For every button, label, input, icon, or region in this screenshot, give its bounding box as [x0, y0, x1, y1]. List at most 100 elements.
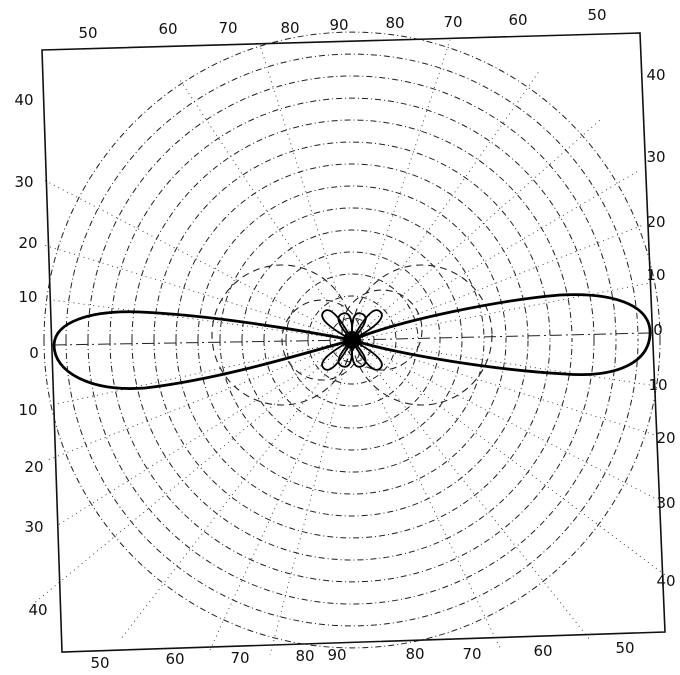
upper-arc — [109, 97, 595, 341]
bottom-scale: 50 60 70 80 90 80 70 60 50 — [90, 639, 634, 672]
aux-circle-inner-left — [281, 299, 363, 381]
side-lobe — [337, 337, 354, 368]
upper-arc — [65, 53, 639, 341]
lower-arc — [43, 339, 661, 649]
upper-arc — [241, 229, 463, 341]
scale-label: 40 — [28, 601, 47, 619]
radial-line — [269, 339, 353, 656]
scale-label: 30 — [656, 494, 675, 512]
scale-label: 90 — [329, 16, 348, 34]
side-lobe — [321, 337, 355, 371]
upper-arc — [43, 31, 661, 341]
scale-label: 20 — [656, 429, 675, 447]
radial-line — [351, 339, 656, 436]
upper-arc — [285, 273, 419, 341]
scale-label: 0 — [29, 344, 39, 362]
side-lobe — [337, 312, 354, 343]
radial-grid — [31, 39, 666, 656]
left-scale: 40 30 20 10 0 10 20 30 40 — [14, 91, 47, 619]
frame-border — [41, 32, 666, 653]
upper-arc — [263, 251, 441, 341]
right-scale: 40 30 20 10 0 10 20 30 40 — [646, 66, 675, 590]
radial-line — [51, 299, 353, 341]
lower-arc — [285, 339, 419, 407]
top-scale: 50 60 70 80 90 80 70 60 50 — [78, 6, 606, 42]
scale-label: 40 — [14, 91, 33, 109]
scale-label: 80 — [405, 645, 424, 663]
scale-label: 70 — [218, 19, 237, 37]
scale-label: 70 — [443, 13, 462, 31]
scale-label: 80 — [280, 19, 299, 37]
radial-line — [351, 332, 651, 341]
scale-label: 50 — [78, 24, 97, 42]
radial-line — [351, 169, 641, 341]
scale-label: 10 — [648, 376, 667, 394]
radial-line — [351, 339, 659, 501]
radial-line — [259, 44, 353, 341]
upper-arc — [131, 119, 573, 341]
scale-label: 50 — [587, 6, 606, 24]
lower-arc — [241, 339, 463, 451]
scale-label: 70 — [462, 645, 481, 663]
upper-arc — [87, 75, 617, 341]
scale-label: 10 — [18, 288, 37, 306]
arc-grid — [43, 31, 661, 649]
side-lobe — [349, 337, 383, 371]
scale-label: 80 — [385, 14, 404, 32]
upper-arc — [219, 207, 485, 341]
radial-line — [209, 339, 353, 651]
scale-label: 30 — [24, 518, 43, 536]
scale-label: 20 — [18, 234, 37, 252]
center-core — [343, 331, 361, 349]
scale-label: 60 — [533, 642, 552, 660]
lower-arc — [87, 339, 617, 605]
scale-label: 50 — [90, 654, 109, 672]
radial-line — [53, 339, 353, 346]
scale-label: 20 — [24, 458, 43, 476]
scale-label: 50 — [615, 639, 634, 657]
scale-label: 70 — [230, 649, 249, 667]
lower-arc — [307, 339, 397, 385]
scale-label: 20 — [646, 213, 665, 231]
radial-line — [351, 282, 651, 341]
radial-line — [351, 119, 601, 341]
radial-line — [51, 339, 353, 406]
scale-label: 40 — [656, 572, 675, 590]
radial-line — [351, 339, 666, 576]
scale-label: 90 — [327, 646, 346, 664]
side-lobe — [349, 309, 383, 343]
upper-arc — [307, 295, 397, 341]
lower-arc — [175, 339, 529, 517]
aux-circle-inner-right — [341, 289, 423, 371]
scale-label: 30 — [646, 148, 665, 166]
scale-label: 80 — [295, 647, 314, 665]
left-main-lobe — [52, 310, 354, 390]
scale-label: 60 — [165, 650, 184, 668]
scale-label: 30 — [14, 173, 33, 191]
scale-label: 10 — [18, 401, 37, 419]
lower-arc — [65, 339, 639, 627]
radial-line — [57, 339, 353, 526]
scale-label: 0 — [653, 321, 663, 339]
scale-label: 10 — [646, 266, 665, 284]
upper-arc — [153, 141, 551, 341]
scale-label: 60 — [158, 20, 177, 38]
radial-line — [351, 224, 644, 341]
right-main-lobe — [350, 293, 652, 377]
scale-label: 40 — [646, 66, 665, 84]
radial-line — [351, 339, 651, 386]
radial-line — [47, 339, 353, 461]
side-lobes — [321, 309, 383, 371]
lower-arc — [219, 339, 485, 473]
lower-arc — [263, 339, 441, 429]
lower-arc — [109, 339, 595, 583]
radial-line — [119, 339, 353, 641]
radial-line — [179, 79, 353, 341]
scale-label: 60 — [508, 11, 527, 29]
lower-arc — [131, 339, 573, 561]
side-lobe — [321, 309, 355, 343]
lower-arc — [153, 339, 551, 539]
upper-arc — [175, 163, 529, 341]
main-lobes — [52, 293, 652, 390]
